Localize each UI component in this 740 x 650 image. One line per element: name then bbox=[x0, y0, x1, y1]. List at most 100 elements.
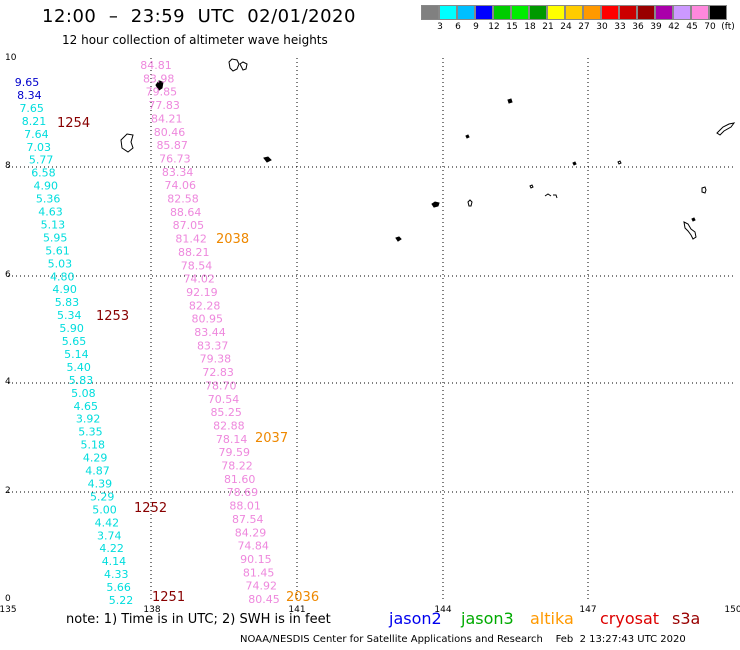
swh-value: 84.29 bbox=[235, 526, 267, 539]
island-outline bbox=[263, 156, 272, 163]
time-label: 1252 bbox=[134, 501, 167, 516]
y-tick-label: 0 bbox=[5, 594, 11, 604]
time-label: 1251 bbox=[152, 590, 185, 605]
island-outline bbox=[701, 186, 707, 194]
legend-label: 18 bbox=[524, 22, 536, 32]
island-outline bbox=[395, 236, 402, 242]
swh-value: 84.21 bbox=[151, 112, 183, 125]
swh-value: 5.00 bbox=[92, 503, 117, 516]
map-subtitle: 12 hour collection of altimeter wave hei… bbox=[62, 33, 328, 47]
swh-value: 85.87 bbox=[156, 139, 188, 152]
x-tick-label: 141 bbox=[288, 605, 305, 615]
legend-label: 12 bbox=[488, 22, 500, 32]
swh-value: 80.46 bbox=[154, 126, 186, 139]
island-outline bbox=[617, 160, 622, 165]
legend-label: (ft) bbox=[721, 22, 735, 32]
y-tick-label: 10 bbox=[5, 53, 17, 63]
swh-value: 88.21 bbox=[178, 246, 210, 259]
island-outline bbox=[507, 98, 513, 104]
swh-value: 81.60 bbox=[224, 473, 256, 486]
swh-value: 76.73 bbox=[159, 152, 191, 165]
axis-tick-labels: 135 138 141 144 147 150 0 2 4 6 8 10 bbox=[0, 53, 740, 615]
swh-value: 87.54 bbox=[232, 513, 264, 526]
swh-value: 4.65 bbox=[74, 400, 99, 413]
legend-swatch bbox=[691, 5, 709, 20]
satellite-s3a: s3a bbox=[672, 609, 701, 628]
swh-value: 3.92 bbox=[76, 413, 101, 426]
island-outline bbox=[544, 193, 558, 199]
swh-value: 77.83 bbox=[148, 99, 180, 112]
swh-value: 4.39 bbox=[88, 477, 113, 490]
swh-value: 4.29 bbox=[83, 452, 108, 465]
swh-value: 5.65 bbox=[62, 335, 87, 348]
footnote: note: 1) Time is in UTC; 2) SWH is in fe… bbox=[66, 612, 331, 627]
legend-label: 27 bbox=[578, 22, 590, 32]
island-outline bbox=[716, 122, 736, 136]
y-tick-label: 8 bbox=[5, 161, 11, 171]
swh-value: 81.42 bbox=[175, 233, 207, 246]
swh-value: 78.69 bbox=[227, 486, 259, 499]
swh-value: 9.65 bbox=[15, 76, 40, 89]
swh-value: 5.90 bbox=[59, 322, 84, 335]
swh-value: 81.45 bbox=[243, 566, 275, 579]
x-tick-label: 138 bbox=[143, 605, 160, 615]
island-outline bbox=[228, 58, 240, 72]
swh-value: 5.14 bbox=[64, 348, 89, 361]
swh-value: 7.65 bbox=[19, 102, 44, 115]
swh-value: 5.22 bbox=[109, 594, 134, 607]
swh-value: 5.61 bbox=[45, 244, 70, 257]
swh-value: 5.77 bbox=[29, 154, 54, 167]
swh-value: 4.22 bbox=[99, 542, 124, 555]
swh-value: 5.95 bbox=[43, 231, 68, 244]
swh-value: 79.59 bbox=[219, 446, 251, 459]
swh-value: 5.29 bbox=[90, 490, 115, 503]
x-tick-label: 150 bbox=[724, 605, 740, 615]
legend-label: 9 bbox=[473, 22, 479, 32]
island-outline bbox=[683, 221, 697, 240]
legend-label: 33 bbox=[614, 22, 626, 32]
swh-value: 79.38 bbox=[200, 353, 232, 366]
legend-label: 70 bbox=[704, 22, 716, 32]
swh-value: 82.88 bbox=[213, 419, 245, 432]
time-label: 2036 bbox=[286, 590, 319, 605]
y-tick-label: 2 bbox=[5, 486, 11, 496]
swh-value: 82.28 bbox=[189, 299, 221, 312]
swh-value: 4.63 bbox=[38, 206, 63, 219]
legend-label: 21 bbox=[542, 22, 554, 32]
time-label: 2037 bbox=[255, 431, 288, 446]
legend-swatch bbox=[511, 5, 529, 20]
legend-swatch bbox=[583, 5, 601, 20]
map-grid bbox=[8, 58, 733, 600]
island-outline bbox=[465, 134, 470, 139]
swh-value: 83.44 bbox=[194, 326, 226, 339]
swh-value: 7.64 bbox=[24, 128, 49, 141]
swh-value: 83.34 bbox=[162, 166, 194, 179]
satellite-jason2: jason2 bbox=[389, 609, 442, 628]
swh-value: 88.01 bbox=[229, 500, 261, 513]
legend-label: 6 bbox=[455, 22, 461, 32]
swh-value: 85.25 bbox=[210, 406, 242, 419]
island-outline bbox=[691, 217, 696, 222]
swh-value: 4.42 bbox=[95, 516, 120, 529]
swh-value: 8.21 bbox=[22, 115, 47, 128]
legend-label: 39 bbox=[650, 22, 662, 32]
swh-value: 5.35 bbox=[78, 426, 103, 439]
legend-swatch bbox=[601, 5, 619, 20]
swh-value: 5.36 bbox=[36, 193, 61, 206]
swh-value: 82.58 bbox=[167, 193, 199, 206]
swh-value: 83.37 bbox=[197, 339, 229, 352]
legend-label: 42 bbox=[668, 22, 680, 32]
track-values: 9.658.347.658.217.647.035.776.584.905.36… bbox=[15, 59, 280, 607]
swh-value: 5.13 bbox=[41, 218, 66, 231]
legend-swatch bbox=[619, 5, 637, 20]
island-outline bbox=[467, 199, 473, 207]
swh-value: 83.98 bbox=[143, 72, 175, 85]
x-tick-label: 144 bbox=[434, 605, 451, 615]
swh-value: 74.06 bbox=[165, 179, 197, 192]
legend-swatch bbox=[637, 5, 655, 20]
legend-label: 15 bbox=[506, 22, 518, 32]
swh-value: 5.18 bbox=[81, 439, 106, 452]
swh-value: 4.90 bbox=[34, 180, 59, 193]
swh-value: 87.05 bbox=[173, 219, 205, 232]
island-outline bbox=[239, 61, 248, 71]
